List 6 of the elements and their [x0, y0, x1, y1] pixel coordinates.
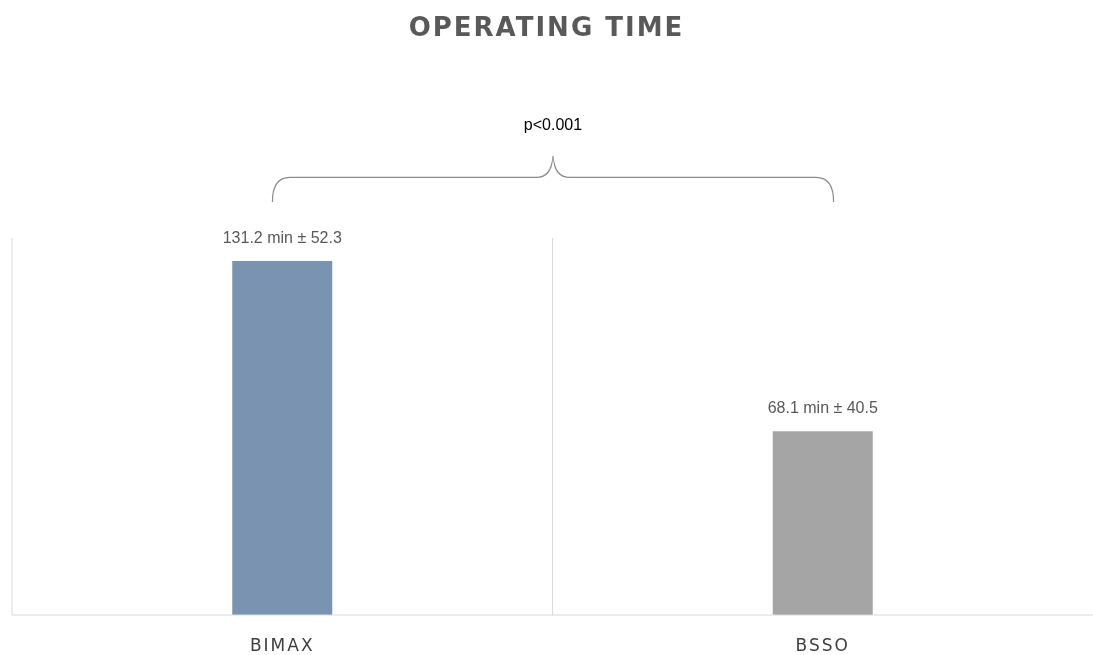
chart-title: OPERATING TIME	[408, 12, 685, 42]
data-label: 68.1 min ± 40.5	[767, 399, 878, 417]
text: p<0.001	[523, 116, 583, 133]
data-label: 131.2 min ± 52.3	[222, 229, 342, 247]
x-tick-label: BIMAX	[249, 635, 315, 655]
x-tick-label: BSSO	[795, 635, 850, 655]
